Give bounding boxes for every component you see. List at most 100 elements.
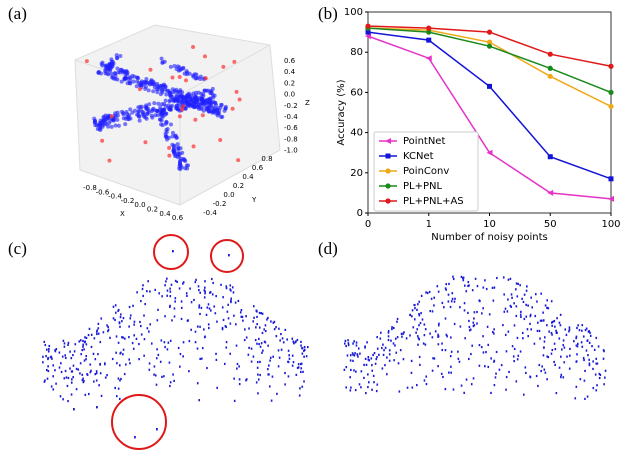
cloud-point bbox=[453, 278, 455, 280]
cloud-point bbox=[416, 309, 418, 311]
cloud-point bbox=[164, 341, 166, 343]
cloud-point bbox=[262, 349, 264, 351]
marker bbox=[487, 44, 492, 49]
cloud-point bbox=[347, 354, 349, 356]
cloud-point bbox=[238, 365, 240, 367]
cloud-point bbox=[181, 300, 183, 302]
cloud-point bbox=[391, 328, 393, 330]
cloud-point bbox=[134, 321, 136, 323]
cloud-point bbox=[170, 340, 172, 342]
cloud-point bbox=[464, 285, 466, 287]
cloud-point bbox=[174, 300, 176, 302]
plane-point bbox=[179, 159, 183, 163]
cloud-point bbox=[525, 304, 527, 306]
cloud-point bbox=[289, 358, 291, 360]
cloud-point bbox=[209, 307, 211, 309]
cloud-point bbox=[361, 370, 363, 372]
cloud-point bbox=[169, 288, 171, 290]
cloud-point bbox=[412, 326, 414, 328]
cloud-point bbox=[257, 374, 259, 376]
plane-point bbox=[186, 93, 190, 97]
plane-point bbox=[107, 68, 111, 72]
plane-point bbox=[180, 151, 184, 155]
plane-point bbox=[160, 57, 164, 61]
cloud-point bbox=[454, 298, 456, 300]
cloud-point bbox=[153, 374, 155, 376]
cloud-point bbox=[181, 318, 183, 320]
cloud-point bbox=[380, 337, 382, 339]
cloud-point bbox=[267, 373, 269, 375]
cloud-point bbox=[307, 346, 309, 348]
marker bbox=[608, 104, 613, 109]
cloud-point bbox=[513, 302, 515, 304]
cloud-point bbox=[112, 358, 114, 360]
cloud-point bbox=[367, 373, 369, 375]
cloud-point bbox=[257, 392, 259, 394]
plane-point bbox=[156, 113, 160, 117]
cloud-point bbox=[574, 397, 576, 399]
cloud-point bbox=[108, 329, 110, 331]
cloud-point bbox=[118, 377, 120, 379]
cloud-point bbox=[245, 379, 247, 381]
noise-point bbox=[221, 65, 225, 69]
cloud-point bbox=[523, 301, 525, 303]
cloud-point bbox=[236, 367, 238, 369]
outlier-circle bbox=[154, 235, 188, 269]
cloud-point bbox=[199, 358, 201, 360]
cloud-point bbox=[594, 349, 596, 351]
cloud-point bbox=[484, 279, 486, 281]
cloud-point bbox=[424, 323, 426, 325]
cloud-point bbox=[566, 356, 568, 358]
cloud-point bbox=[432, 357, 434, 359]
cloud-point bbox=[96, 333, 98, 335]
cloud-point bbox=[54, 349, 56, 351]
cloud-point bbox=[554, 320, 556, 322]
cloud-point bbox=[284, 372, 286, 374]
cloud-point bbox=[295, 340, 297, 342]
cloud-point bbox=[175, 280, 177, 282]
cloud-point bbox=[206, 367, 208, 369]
cloud-point bbox=[591, 345, 593, 347]
cloud-point bbox=[59, 351, 61, 353]
cloud-point bbox=[51, 356, 53, 358]
cloud-point bbox=[71, 382, 73, 384]
y-tick-label: 0.4 bbox=[242, 173, 254, 181]
cloud-point bbox=[492, 331, 494, 333]
cloud-point bbox=[149, 290, 151, 292]
cloud-point bbox=[234, 400, 236, 402]
cloud-point bbox=[487, 366, 489, 368]
cloud-point bbox=[412, 309, 414, 311]
cloud-point bbox=[299, 394, 301, 396]
cloud-point bbox=[103, 331, 105, 333]
cloud-point bbox=[366, 341, 368, 343]
plane-point bbox=[115, 78, 119, 82]
panel-label: (a) bbox=[8, 4, 27, 23]
cloud-point bbox=[431, 298, 433, 300]
cloud-point bbox=[183, 281, 185, 283]
cloud-point bbox=[559, 367, 561, 369]
cloud-point bbox=[584, 380, 586, 382]
cloud-point bbox=[432, 310, 434, 312]
cloud-point bbox=[467, 285, 469, 287]
cloud-point bbox=[256, 343, 258, 345]
cloud-point bbox=[496, 351, 498, 353]
cloud-point bbox=[189, 287, 191, 289]
marker bbox=[426, 38, 431, 43]
cloud-point bbox=[45, 355, 47, 357]
cloud-point bbox=[421, 295, 423, 297]
cloud-point bbox=[68, 377, 70, 379]
cloud-point bbox=[97, 327, 99, 329]
cloud-point bbox=[248, 354, 250, 356]
cloud-point bbox=[560, 374, 562, 376]
plane-point bbox=[143, 80, 147, 84]
cloud-point bbox=[450, 336, 452, 338]
cloud-point bbox=[364, 346, 366, 348]
cloud-point bbox=[442, 376, 444, 378]
cloud-point bbox=[352, 342, 354, 344]
cloud-point bbox=[576, 353, 578, 355]
cloud-point bbox=[248, 347, 250, 349]
marker bbox=[609, 176, 614, 181]
cloud-point bbox=[229, 353, 231, 355]
outlier-circle bbox=[211, 240, 243, 272]
cloud-point bbox=[386, 356, 388, 358]
